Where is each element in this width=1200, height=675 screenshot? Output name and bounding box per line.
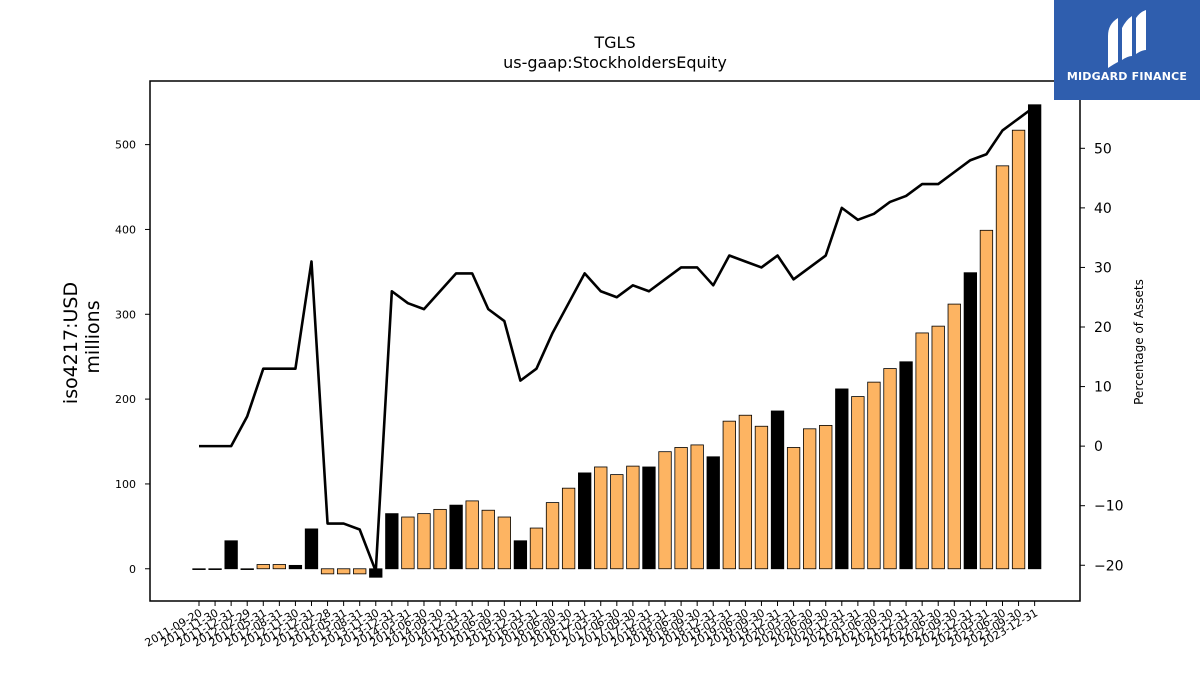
brand-name: MIDGARD FINANCE	[1066, 70, 1188, 83]
y-tick-label: 0	[129, 563, 136, 576]
bar	[320, 568, 335, 575]
bar	[931, 325, 945, 570]
bar	[642, 466, 656, 570]
bar	[594, 466, 608, 570]
bar	[835, 388, 849, 570]
plot-area: 0100200300400500−20−10010203040502011-09…	[115, 80, 1124, 650]
bar	[433, 508, 447, 570]
bar	[658, 451, 672, 570]
y2-tick-label: 20	[1094, 320, 1112, 336]
bar	[465, 500, 479, 570]
series-line	[199, 105, 1036, 573]
y2-tick-label: 10	[1094, 380, 1112, 396]
y2-tick-label: 40	[1094, 201, 1112, 217]
bar	[626, 465, 640, 570]
bar	[803, 428, 817, 570]
bar	[947, 303, 961, 570]
bar	[561, 487, 576, 570]
bar	[497, 516, 511, 570]
bar	[256, 564, 270, 570]
bar	[272, 564, 287, 570]
y2-tick-label: 30	[1094, 260, 1112, 276]
bar	[883, 368, 897, 570]
midgard-logo-icon	[1108, 10, 1146, 68]
bar	[449, 504, 463, 570]
chart-title: TGLS	[593, 33, 635, 52]
bar	[578, 472, 592, 570]
y2-tick-label: 50	[1094, 141, 1112, 157]
bar	[1027, 104, 1042, 570]
bar	[754, 425, 769, 570]
bar	[513, 540, 528, 570]
bar	[899, 361, 913, 570]
bar	[610, 474, 624, 570]
bar	[224, 540, 238, 570]
y-tick-label: 100	[115, 478, 136, 491]
brand-badge: MIDGARD FINANCE	[1054, 0, 1200, 100]
bar	[674, 447, 688, 570]
bar	[1011, 129, 1026, 570]
y-tick-label: 200	[115, 393, 136, 406]
y2-axis-label: Percentage of Assets	[1132, 279, 1146, 405]
bar	[706, 456, 720, 570]
y-tick-label: 400	[115, 223, 136, 236]
bar	[915, 332, 929, 570]
bar	[304, 528, 319, 570]
bar	[385, 513, 399, 570]
bar	[995, 165, 1010, 570]
bar	[417, 513, 431, 570]
bar	[529, 527, 544, 570]
bar	[819, 424, 833, 570]
y-axis-label: iso4217:USD	[60, 282, 82, 404]
bar	[851, 396, 865, 570]
bar	[786, 447, 801, 570]
bar	[722, 420, 736, 570]
bar	[192, 568, 206, 570]
y-tick-label: 300	[115, 308, 136, 321]
bar	[240, 568, 254, 570]
bar	[979, 229, 994, 570]
chart-subtitle: us-gaap:StockholdersEquity	[503, 53, 727, 72]
bar	[208, 568, 222, 570]
y2-tick-label: −10	[1094, 499, 1124, 515]
bar	[690, 444, 704, 570]
bar	[288, 564, 303, 570]
bar	[738, 414, 753, 570]
bar	[545, 502, 560, 570]
y2-tick-label: 0	[1094, 439, 1103, 455]
bar	[867, 381, 881, 570]
bar	[963, 272, 978, 570]
bar	[481, 509, 495, 570]
bar	[401, 516, 415, 570]
plot-frame	[149, 80, 1081, 602]
bar	[336, 568, 351, 575]
y-tick-label: 500	[115, 139, 136, 152]
bar	[770, 410, 785, 570]
y-axis-unit-label: millions	[82, 300, 104, 373]
y2-tick-label: −20	[1094, 558, 1124, 574]
bar	[353, 568, 367, 575]
